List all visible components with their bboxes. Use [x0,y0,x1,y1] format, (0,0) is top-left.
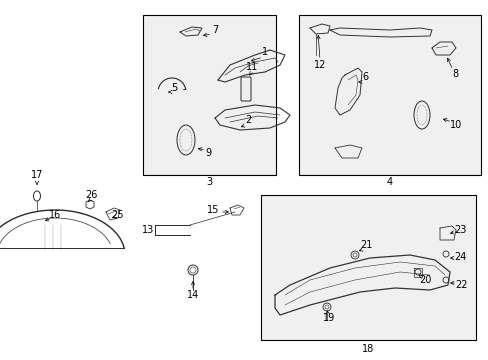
Text: 20: 20 [418,275,430,285]
Text: 19: 19 [322,313,334,323]
Text: 22: 22 [454,280,467,290]
Text: 11: 11 [245,62,258,72]
Text: 23: 23 [453,225,465,235]
Text: 3: 3 [205,177,212,187]
Text: 9: 9 [204,148,211,158]
Text: 2: 2 [244,115,251,125]
Text: 12: 12 [313,60,325,70]
Text: 14: 14 [186,290,199,300]
Text: 21: 21 [359,240,371,250]
Text: 15: 15 [206,205,219,215]
Text: 10: 10 [449,120,461,130]
Text: 18: 18 [361,344,373,354]
Text: 26: 26 [84,190,97,200]
Text: 4: 4 [386,177,392,187]
Text: 24: 24 [453,252,465,262]
Bar [142,15,275,175]
Text: 5: 5 [170,83,177,93]
Text: 13: 13 [142,225,154,235]
Text: 16: 16 [49,210,61,220]
Text: 17: 17 [31,170,43,180]
Bar [261,195,475,340]
Text: 7: 7 [211,25,218,35]
Text: 1: 1 [262,47,267,57]
Text: 25: 25 [112,210,124,220]
Text: 6: 6 [361,72,367,82]
Bar [298,15,480,175]
Text: 8: 8 [451,69,457,79]
